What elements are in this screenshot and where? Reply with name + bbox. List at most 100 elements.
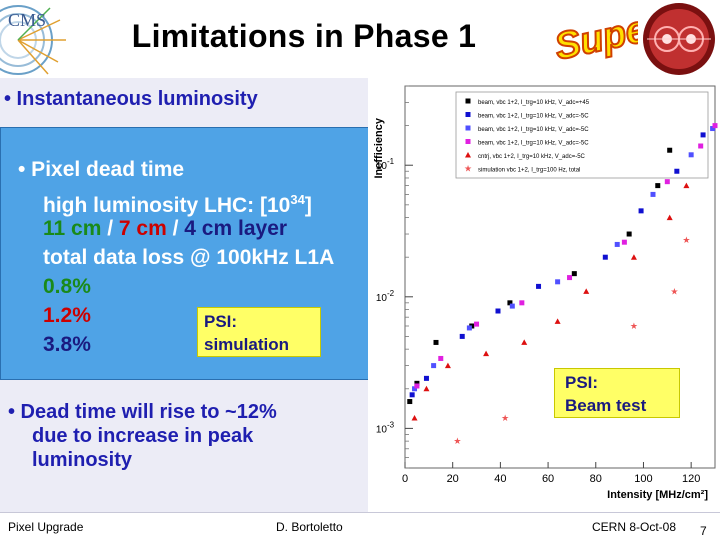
layer-7cm: 7 cm [118,217,167,240]
high-luminosity-bracket: ] [304,194,312,217]
data-point [614,241,620,247]
data-point [438,355,444,361]
footer-author: D. Bortoletto [276,520,343,534]
y-tick-label: 10-1 [376,157,395,172]
bullet-instantaneous-luminosity: • Instantaneous luminosity [4,88,258,110]
lhc-beam-graphic [643,3,715,75]
legend-label: cntrj, vbc 1+2, I_trg=10 kHz, V_adc=-5C [478,154,586,160]
data-point [688,152,694,158]
x-tick-label: 120 [682,473,700,485]
slide-title: Limitations in Phase 1 [0,18,720,55]
legend-marker [465,139,471,144]
data-point [495,308,501,314]
data-point [638,208,644,214]
chart-ticks: 0 20 40 60 80 100 120 10-1 10-2 10-3 [376,85,700,485]
layer-separator-1: / [101,217,119,240]
data-point [630,254,637,260]
data-point [667,147,673,153]
data-point [474,321,480,327]
data-point [621,239,627,245]
dead-time-line-1: • Dead time will rise to ~12% [8,401,277,423]
data-point [444,362,451,369]
data-point [650,191,656,197]
legend-box [455,91,709,179]
cms-logo-text: CMS [8,10,46,30]
layer-4cm: 4 cm layer [184,217,288,240]
x-tick-label: 40 [494,473,506,485]
high-luminosity-text: high luminosity LHC: [10 [43,194,291,217]
data-loss-value-7cm: 1.2% [43,304,91,327]
x-axis-label: Intensity [MHz/cm²] [607,489,708,501]
psi-beam-test-label: PSI: Beam test [554,368,680,418]
psi-simulation-label: PSI: simulation [197,307,321,357]
data-point [483,350,490,357]
footer-date: CERN 8-Oct-08 [592,520,677,534]
data-point [683,182,690,189]
data-point [431,363,437,369]
data-point [414,383,420,389]
legend-marker [465,125,471,131]
layer-separator-2: / [166,217,185,240]
high-luminosity-line: high luminosity LHC: [1034] [43,185,312,221]
data-point [414,380,420,386]
data-point [664,179,670,185]
psi-beam-test-line1: PSI: [565,373,599,392]
data-point [409,392,415,398]
data-point [567,275,573,281]
x-tick-label: 0 [402,473,408,485]
dead-time-line-2: due to increase in peak [32,425,254,447]
cms-logo-graphic: CMS [0,0,78,78]
legend-label: beam, vbc 1+2, I_trg=10 kHz, V_adc=+45 [478,100,590,106]
data-point [666,214,673,221]
slide-title-text: Limitations in Phase 1 [131,18,477,54]
data-point [509,303,515,309]
legend-label: simulation vbc 1+2, I_trg=100 Hz, total [478,168,580,174]
psi-simulation-line1: PSI: [204,312,238,331]
y-axis-label: Inefficiency [373,117,385,178]
lhc-beam-logo [641,1,717,77]
legend-marker [465,98,471,104]
inefficiency-chart-svg: beam, vbc 1+2, I_trg=10 kHz, V_adc=+45be… [373,85,718,501]
data-point [571,271,577,277]
data-point [698,143,704,149]
data-point [507,300,513,306]
legend-label: beam, vbc 1+2, I_trg=10 kHz, V_adc=-5C [478,127,589,133]
legend-marker: ★ [464,165,472,175]
data-point [674,168,680,174]
data-point: ★ [682,236,690,246]
data-point [519,300,525,306]
footer-left: Pixel Upgrade [8,520,84,534]
super-logo-graphic: Super [550,4,668,70]
bullet-dead-time-rise: • Dead time will rise to ~12% due to inc… [8,400,348,472]
data-point [466,325,472,331]
data-point [712,123,718,129]
legend-label: beam, vbc 1+2, I_trg=10 kHz, V_adc=-5C [478,141,589,147]
dead-time-line-3: luminosity [32,449,133,471]
data-loss-value-11cm: 0.8% [43,275,91,298]
data-point [407,399,413,405]
y-tick-label: 10-3 [376,420,395,435]
data-point [700,132,706,138]
slide-header [0,0,720,78]
data-point [602,254,608,260]
y-tick-label: 10-2 [376,289,395,304]
super-logo: Super [548,4,668,70]
x-tick-label: 60 [542,473,554,485]
data-point [554,318,561,324]
legend-marker [465,112,471,117]
data-point [583,288,590,294]
data-point: ★ [501,414,509,424]
data-point [521,339,528,345]
data-point [411,414,418,421]
data-point [423,375,429,381]
layer-radii-line: 11 cm / 7 cm / 4 cm layer [43,214,287,244]
data-point [655,183,661,189]
data-point [423,385,430,392]
slide-footer [0,512,720,540]
data-point [710,126,716,132]
data-point: ★ [630,322,638,332]
data-loss-line: total data loss @ 100kHz L1A [43,246,335,269]
x-tick-label: 20 [447,473,459,485]
legend-label: beam, vbc 1+2, I_trg=10 kHz, V_adc=-5C [478,114,589,120]
